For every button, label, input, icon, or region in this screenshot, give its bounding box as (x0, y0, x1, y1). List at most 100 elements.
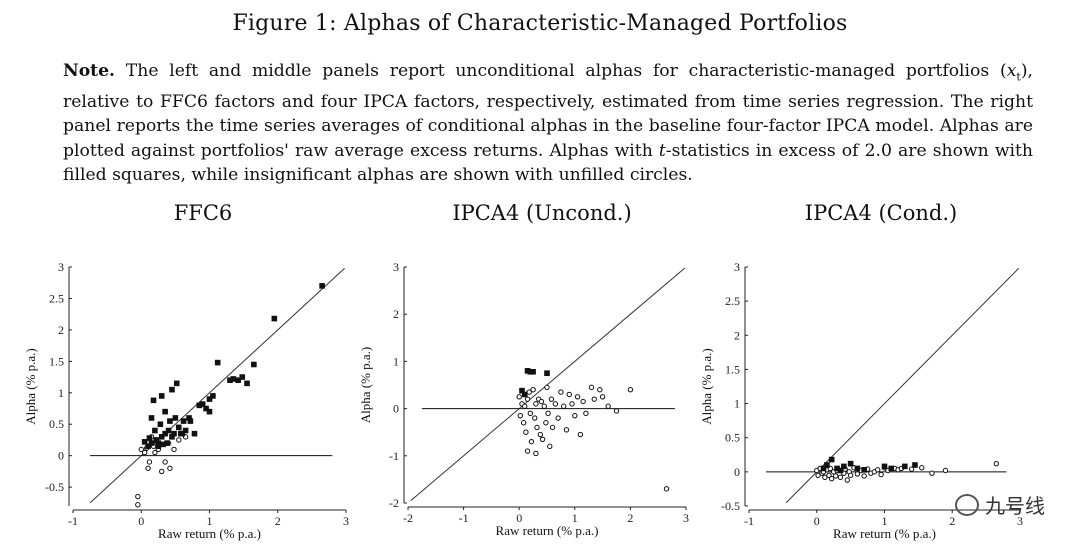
insignificant-alpha-point (537, 431, 544, 438)
significant-alpha-point (881, 463, 888, 470)
figure-title: Figure 1: Alphas of Characteristic-Manag… (232, 11, 848, 36)
insignificant-alpha-point (533, 401, 539, 407)
insignificant-alpha-point (572, 412, 578, 419)
significant-alpha-point (828, 456, 835, 463)
significant-alpha-point (199, 401, 206, 407)
y-tick-label: 3 (734, 260, 740, 274)
insignificant-alpha-point (929, 470, 935, 476)
significant-alpha-point (150, 397, 157, 404)
insignificant-alpha-point (566, 391, 572, 398)
insignificant-alpha-point (875, 467, 881, 473)
significant-alpha-point (148, 415, 155, 421)
significant-alpha-point (847, 460, 854, 467)
x-tick-label: -1 (459, 511, 469, 525)
insignificant-alpha-point (574, 394, 581, 400)
significant-alpha-point (157, 421, 164, 428)
y-tick-label: 2.5 (725, 294, 740, 308)
significant-alpha-point (191, 430, 198, 437)
note-text: The left and middle panels report uncond… (63, 61, 1033, 186)
figure-note: Note. The left and middle panels report … (63, 59, 1033, 188)
watermark-text: 九号线 (985, 494, 1045, 518)
significant-alpha-point (203, 405, 209, 412)
significant-alpha-point (153, 437, 160, 443)
significant-alpha-point (244, 380, 250, 387)
insignificant-alpha-point (815, 472, 821, 478)
insignificant-alpha-point (171, 446, 177, 453)
diagonal-reference-line (89, 267, 345, 504)
x-tick-label: 1 (882, 514, 888, 528)
significant-alpha-point (173, 380, 180, 387)
significant-alpha-point (148, 440, 155, 446)
insignificant-alpha-point (844, 477, 850, 483)
significant-alpha-point (251, 361, 257, 368)
significant-alpha-point (319, 283, 325, 289)
y-tick-label: 0 (393, 402, 399, 416)
significant-alpha-point (164, 440, 170, 446)
y-tick-label: 2 (393, 307, 399, 321)
insignificant-alpha-point (558, 389, 564, 395)
x-tick-label: 0 (814, 514, 820, 528)
insignificant-alpha-point (167, 465, 173, 471)
insignificant-alpha-point (522, 403, 528, 409)
insignificant-alpha-point (826, 472, 832, 478)
insignificant-alpha-point (138, 446, 144, 453)
insignificant-alpha-point (563, 427, 570, 433)
significant-alpha-point (158, 393, 165, 399)
insignificant-alpha-point (919, 465, 925, 471)
insignificant-alpha-point (878, 471, 884, 478)
insignificant-alpha-point (613, 408, 620, 414)
insignificant-alpha-point (548, 396, 555, 402)
x-tick-label: 0 (516, 511, 522, 525)
y-tick-label: 1 (734, 397, 740, 411)
insignificant-alpha-point (520, 420, 527, 426)
significant-alpha-point (162, 408, 168, 415)
y-tick-label: -0.5 (45, 480, 64, 494)
significant-alpha-point (146, 435, 153, 441)
insignificant-alpha-point (162, 459, 168, 465)
insignificant-alpha-point (627, 387, 634, 393)
insignificant-alpha-point (527, 410, 534, 417)
significant-alpha-point (158, 434, 165, 440)
insignificant-alpha-point (516, 394, 522, 400)
significant-alpha-point (171, 430, 177, 437)
significant-alpha-point (175, 424, 182, 431)
significant-alpha-point (206, 408, 213, 415)
y-axis-label: Alpha (% p.a.) (358, 347, 373, 424)
significant-alpha-point (230, 376, 237, 382)
significant-alpha-point (141, 439, 148, 445)
significant-alpha-point (841, 463, 847, 470)
insignificant-alpha-point (159, 468, 165, 475)
significant-alpha-point (145, 443, 151, 450)
significant-alpha-point (521, 391, 528, 398)
insignificant-alpha-point (135, 502, 141, 508)
insignificant-alpha-point (908, 466, 915, 472)
x-tick-label: -1 (68, 514, 78, 528)
y-tick-label: 1 (393, 354, 399, 368)
insignificant-alpha-point (555, 415, 561, 421)
x-tick-label: 1 (572, 511, 578, 525)
x-tick-label: 2 (627, 511, 633, 525)
significant-alpha-point (214, 359, 221, 366)
insignificant-alpha-point (545, 410, 551, 417)
insignificant-alpha-point (141, 449, 148, 456)
significant-alpha-point (271, 315, 278, 322)
x-axis-label: Raw return (% p.a.) (158, 526, 261, 541)
significant-alpha-point (235, 377, 241, 384)
insignificant-alpha-point (993, 460, 999, 467)
y-tick-label: 1 (58, 386, 64, 400)
y-tick-label: 1.5 (725, 362, 740, 376)
y-tick-label: 2 (734, 328, 740, 342)
significant-alpha-point (227, 377, 233, 384)
x-axis-label: Raw return (% p.a.) (833, 526, 936, 541)
insignificant-alpha-point (833, 473, 839, 479)
insignificant-alpha-point (591, 396, 597, 402)
insignificant-alpha-point (847, 472, 854, 478)
significant-alpha-point (160, 441, 166, 448)
x-tick-label: 2 (949, 514, 955, 528)
significant-alpha-point (834, 465, 840, 472)
insignificant-alpha-point (599, 394, 606, 400)
significant-alpha-point (169, 386, 175, 393)
y-tick-label: 0.5 (49, 417, 64, 431)
x-tick-label: 0 (138, 514, 144, 528)
